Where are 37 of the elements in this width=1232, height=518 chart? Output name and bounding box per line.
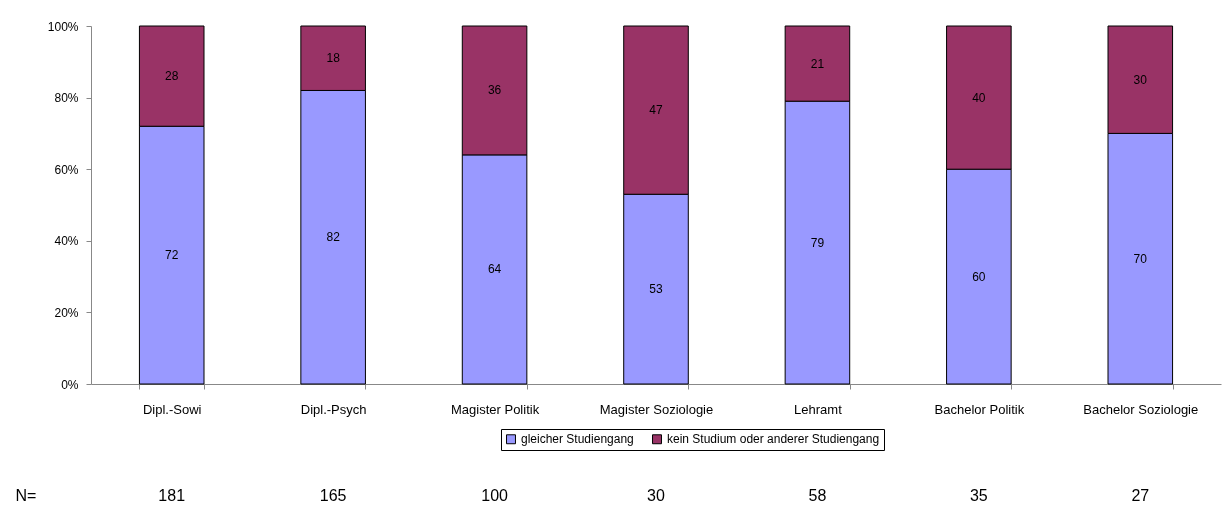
data-label: 21 xyxy=(810,56,825,71)
y-tick-label: 0% xyxy=(61,377,79,392)
text: 58 xyxy=(808,487,827,504)
y-tick-label: 40% xyxy=(54,234,79,249)
x-tick-label: Bachelor Soziologie xyxy=(1083,401,1199,417)
y-tick-label: 60% xyxy=(54,162,79,177)
y-tick-label: 80% xyxy=(54,91,79,106)
data-label: 64 xyxy=(487,262,502,277)
text: 30 xyxy=(647,487,665,504)
text: 100 xyxy=(481,487,509,504)
data-label: 18 xyxy=(326,51,341,66)
x-tick-label: Dipl.-Sowi xyxy=(142,401,202,417)
data-label: 70 xyxy=(1133,251,1148,266)
x-tick-label: Magister Politik xyxy=(451,401,540,417)
data-label: 36 xyxy=(487,83,502,98)
data-label: 82 xyxy=(326,230,341,245)
text: 27 xyxy=(1131,487,1150,504)
data-label: 47 xyxy=(649,103,663,118)
y-tick-label: 20% xyxy=(54,305,79,320)
data-label: 30 xyxy=(1133,72,1148,87)
y-tick-label: 100% xyxy=(47,19,79,34)
text: N= xyxy=(15,487,37,504)
data-label: 40 xyxy=(972,90,986,105)
text: 35 xyxy=(969,487,988,504)
data-label: 28 xyxy=(165,69,179,84)
x-tick-label: Magister Soziologie xyxy=(599,401,714,417)
data-label: 72 xyxy=(165,248,179,263)
x-tick-label: Lehramt xyxy=(794,401,843,417)
x-tick-label: Bachelor Politik xyxy=(934,401,1025,417)
legend-label: gleicher Studiengang xyxy=(521,432,634,447)
x-tick-label: Dipl.-Psych xyxy=(300,401,367,417)
data-label: 60 xyxy=(972,269,986,284)
text: 181 xyxy=(158,487,186,504)
data-label: 79 xyxy=(810,235,825,250)
text: 165 xyxy=(319,487,347,504)
data-label: 53 xyxy=(649,282,663,297)
legend-label: kein Studium oder anderer Studiengang xyxy=(667,432,880,447)
